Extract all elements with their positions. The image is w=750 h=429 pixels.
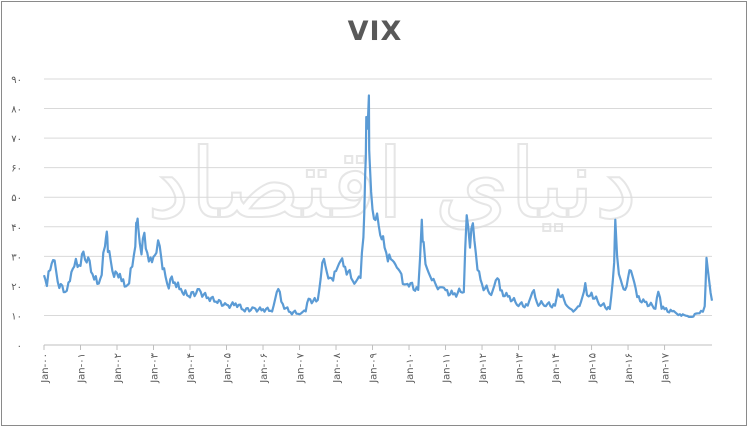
y-tick-label: ۰ — [17, 341, 22, 352]
x-tick-label: Jan-۱۲ — [478, 353, 489, 384]
x-tick-label: Jan-۰۱ — [77, 353, 88, 384]
x-tick-label: Jan-۰۲ — [113, 353, 124, 384]
y-tick-label: ۵۰ — [11, 193, 22, 204]
x-tick-label: Jan-۰۹ — [369, 353, 380, 384]
series-line-0 — [42, 94, 714, 318]
y-tick-label: ۱۰ — [11, 311, 22, 322]
y-tick-label: ۳۰ — [11, 252, 22, 263]
x-axis: Jan-۰۰ Jan-۰۱ Jan-۰۲ Jan-۰۳ Jan-۰۴ Jan-۰۵ Jan-… — [40, 344, 712, 384]
x-tick-label: Jan-۰۸ — [332, 352, 343, 383]
y-tick-label: ۶۰ — [11, 164, 22, 175]
y-tick-label: ۸۰ — [11, 105, 22, 116]
x-tick-label: Jan-۰۳ — [150, 352, 161, 383]
x-tick-label: Jan-۰۷ — [296, 352, 307, 383]
x-tick-label: Jan-۱۴ — [551, 353, 562, 384]
series-layer — [42, 94, 714, 318]
gridlines — [44, 78, 712, 346]
x-tick-label: Jan-۱۳ — [515, 352, 526, 383]
x-tick-label: Jan-۱۷ — [661, 352, 672, 383]
y-axis: ۰ ۱۰ ۲۰ ۳۰ ۴۰ ۵۰ ۶۰ ۷۰ ۸۰ ۹۰ — [11, 75, 22, 352]
x-tick-label: Jan-۱۱ — [442, 353, 453, 384]
y-tick-label: ۴۰ — [11, 223, 22, 234]
x-tick-label: Jan-۰۶ — [259, 353, 270, 384]
x-tick-label: Jan-۱۵ — [588, 353, 599, 384]
x-tick-label: Jan-۱۰ — [405, 353, 416, 384]
x-tick-label: Jan-۰۰ — [40, 353, 51, 384]
watermark-text: دنیای اقتصاد — [147, 128, 637, 240]
y-tick-label: ۲۰ — [11, 282, 22, 293]
x-tick-label: Jan-۰۴ — [186, 353, 197, 384]
y-tick-label: ۷۰ — [11, 134, 22, 145]
x-tick-label: Jan-۱۶ — [624, 353, 635, 384]
chart-title: VIX — [347, 16, 403, 47]
y-tick-label: ۹۰ — [11, 75, 22, 86]
x-tick-label: Jan-۰۵ — [223, 353, 234, 384]
watermark: دنیای اقتصاد — [146, 127, 638, 241]
